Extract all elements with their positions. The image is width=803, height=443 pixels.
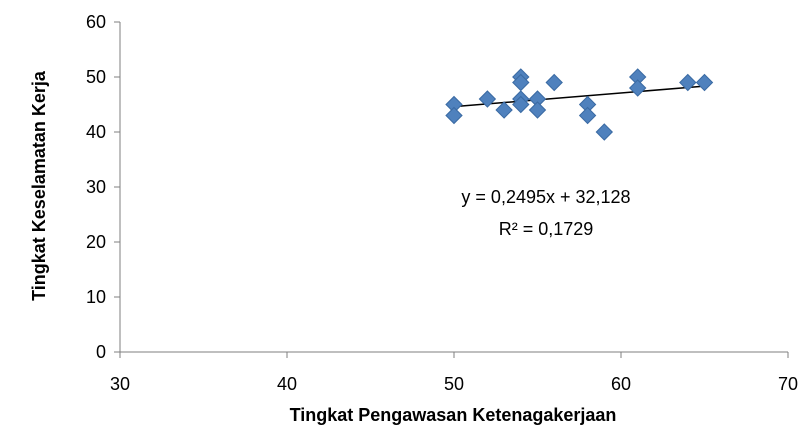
y-tick-label: 0 bbox=[96, 342, 106, 362]
y-tick-label: 10 bbox=[86, 287, 106, 307]
data-point bbox=[478, 90, 497, 108]
x-tick-label: 30 bbox=[110, 374, 130, 394]
data-point bbox=[578, 106, 597, 125]
data-point bbox=[512, 95, 530, 114]
data-point bbox=[495, 101, 513, 119]
trendline-r-squared: R² = 0,1729 bbox=[499, 219, 594, 239]
data-point bbox=[445, 106, 463, 125]
x-axis-title: Tingkat Pengawasan Ketenagakerjaan bbox=[290, 405, 617, 425]
y-tick-label: 50 bbox=[86, 67, 106, 87]
y-tick-label: 30 bbox=[86, 177, 106, 197]
data-point bbox=[628, 79, 647, 97]
y-tick-label: 60 bbox=[86, 12, 106, 32]
data-point bbox=[595, 123, 614, 141]
data-point bbox=[695, 73, 714, 92]
tick-labels: 30 40 50 60 70 0 10 20 30 40 50 60 bbox=[86, 12, 798, 394]
data-point bbox=[679, 73, 697, 92]
data-point bbox=[528, 101, 547, 119]
x-tick-label: 50 bbox=[444, 374, 464, 394]
y-tick-label: 40 bbox=[86, 122, 106, 142]
x-tick-label: 70 bbox=[778, 374, 798, 394]
y-tick-label: 20 bbox=[86, 232, 106, 252]
x-tick-label: 60 bbox=[611, 374, 631, 394]
trendline bbox=[453, 85, 705, 108]
data-points bbox=[445, 68, 714, 141]
trendline-group bbox=[453, 85, 705, 108]
trendline-equation: y = 0,2495x + 32,128 bbox=[461, 187, 630, 207]
x-tick-label: 40 bbox=[277, 374, 297, 394]
y-axis-title: Tingkat Keselamatan Kerja bbox=[29, 70, 49, 301]
data-point bbox=[545, 73, 563, 92]
axes bbox=[114, 21, 789, 358]
